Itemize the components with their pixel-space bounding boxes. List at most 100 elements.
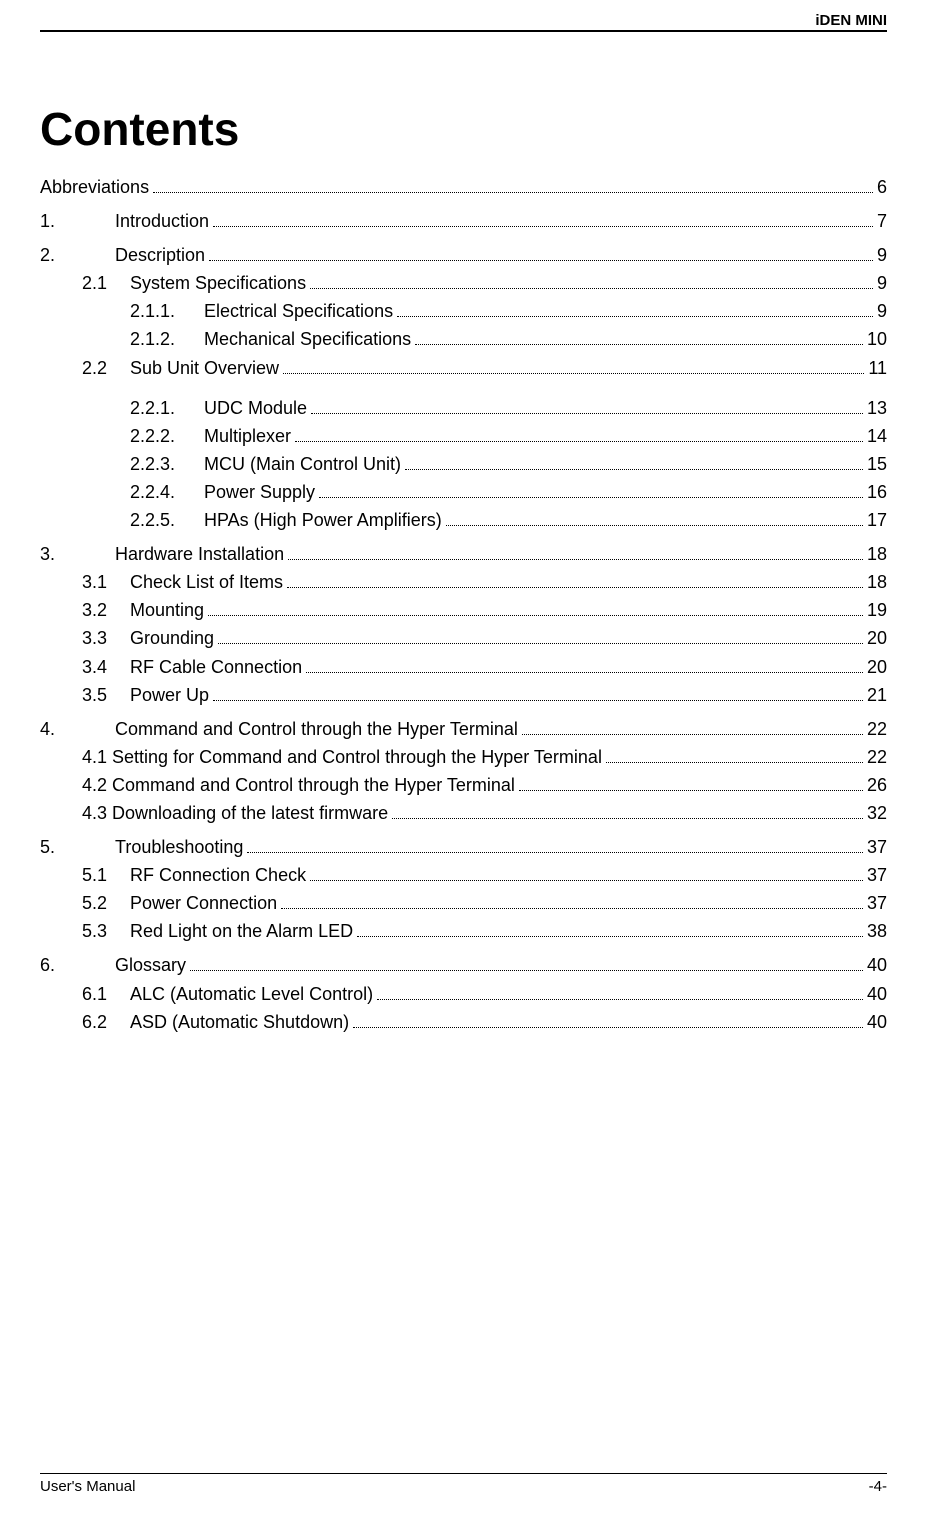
toc-page: 9 (877, 298, 887, 324)
toc-page: 32 (867, 800, 887, 826)
toc-leader-dots (397, 299, 873, 317)
toc-leader-dots (446, 508, 863, 526)
toc-entry: 3.5Power Up 21 (40, 682, 887, 708)
toc-label: 3.4RF Cable Connection (82, 654, 302, 680)
toc-container: Abbreviations 61.Introduction 72.Descrip… (40, 174, 887, 1035)
toc-leader-dots (357, 919, 863, 937)
toc-entry: 2.2.3.MCU (Main Control Unit) 15 (40, 451, 887, 477)
toc-page: 19 (867, 597, 887, 623)
toc-leader-dots (405, 452, 863, 470)
toc-entry: 2.2Sub Unit Overview 11 (40, 355, 887, 381)
toc-number: 2. (40, 242, 115, 268)
toc-text: Check List of Items (130, 572, 283, 592)
footer-left: User's Manual (40, 1478, 135, 1495)
toc-entry: 2.1System Specifications 9 (40, 270, 887, 296)
toc-number: 2.2.4. (130, 479, 204, 505)
toc-text: Description (115, 245, 205, 265)
toc-entry: 2.1.2.Mechanical Specifications 10 (40, 326, 887, 352)
toc-label: 2.2.4.Power Supply (130, 479, 315, 505)
toc-page: 37 (867, 834, 887, 860)
page-footer: User's Manual -4- (40, 1473, 887, 1495)
toc-leader-dots (287, 570, 863, 588)
page-title: Contents (40, 102, 887, 156)
toc-number: 6. (40, 952, 115, 978)
toc-entry: 3.1Check List of Items 18 (40, 569, 887, 595)
toc-page: 20 (867, 654, 887, 680)
toc-page: 16 (867, 479, 887, 505)
toc-label: 2.2Sub Unit Overview (82, 355, 279, 381)
toc-number: 5.1 (82, 862, 130, 888)
toc-entry: 4.1 Setting for Command and Control thro… (40, 744, 887, 770)
toc-label: 1.Introduction (40, 208, 209, 234)
toc-label: 2.1.2.Mechanical Specifications (130, 326, 411, 352)
toc-page: 17 (867, 507, 887, 533)
toc-leader-dots (311, 396, 863, 414)
toc-text: Command and Control through the Hyper Te… (115, 719, 518, 739)
content-area: Contents Abbreviations 61.Introduction 7… (40, 32, 887, 1035)
toc-leader-dots (209, 243, 873, 261)
toc-page: 26 (867, 772, 887, 798)
toc-text: Power Connection (130, 893, 277, 913)
toc-label: 2.2.1.UDC Module (130, 395, 307, 421)
toc-entry: 4.Command and Control through the Hyper … (40, 716, 887, 742)
header-product: iDEN MINI (815, 12, 887, 29)
toc-label: 4.1 Setting for Command and Control thro… (82, 744, 602, 770)
toc-number: 6.2 (82, 1009, 130, 1035)
toc-leader-dots (606, 745, 863, 763)
toc-text: 4.3 Downloading of the latest firmware (82, 803, 388, 823)
toc-label: 3.3Grounding (82, 625, 214, 651)
toc-leader-dots (310, 271, 873, 289)
toc-leader-dots (522, 717, 863, 735)
toc-entry: 2.Description 9 (40, 242, 887, 268)
toc-text: Introduction (115, 211, 209, 231)
toc-text: Troubleshooting (115, 837, 243, 857)
toc-text: Red Light on the Alarm LED (130, 921, 353, 941)
toc-label: 2.2.5.HPAs (High Power Amplifiers) (130, 507, 442, 533)
toc-page: 20 (867, 625, 887, 651)
toc-page: 37 (867, 862, 887, 888)
header-rule: iDEN MINI (40, 30, 887, 32)
toc-leader-dots (392, 801, 863, 819)
toc-label: 2.2.2.Multiplexer (130, 423, 291, 449)
toc-text: Power Supply (204, 482, 315, 502)
toc-label: 4.Command and Control through the Hyper … (40, 716, 518, 742)
toc-entry: 2.1.1.Electrical Specifications 9 (40, 298, 887, 324)
toc-text: HPAs (High Power Amplifiers) (204, 510, 442, 530)
toc-page: 7 (877, 208, 887, 234)
toc-number: 1. (40, 208, 115, 234)
toc-label: 6.1ALC (Automatic Level Control) (82, 981, 373, 1007)
toc-text: UDC Module (204, 398, 307, 418)
toc-entry: 6.2ASD (Automatic Shutdown) 40 (40, 1009, 887, 1035)
toc-leader-dots (377, 982, 863, 1000)
toc-leader-dots (190, 953, 863, 971)
toc-number: 2.2.1. (130, 395, 204, 421)
toc-leader-dots (281, 891, 863, 909)
toc-entry: 3.Hardware Installation 18 (40, 541, 887, 567)
toc-entry: 2.2.5.HPAs (High Power Amplifiers) 17 (40, 507, 887, 533)
toc-entry: 3.3Grounding 20 (40, 625, 887, 651)
toc-label: 5.1RF Connection Check (82, 862, 306, 888)
toc-page: 15 (867, 451, 887, 477)
toc-leader-dots (295, 424, 863, 442)
toc-number: 2.2.3. (130, 451, 204, 477)
toc-leader-dots (306, 655, 863, 673)
toc-label: 6.Glossary (40, 952, 186, 978)
toc-leader-dots (213, 209, 873, 227)
toc-page: 13 (867, 395, 887, 421)
toc-leader-dots (283, 356, 864, 374)
toc-number: 3.2 (82, 597, 130, 623)
toc-number: 3.5 (82, 682, 130, 708)
toc-text: ALC (Automatic Level Control) (130, 984, 373, 1004)
toc-leader-dots (247, 835, 863, 853)
toc-label: 3.5Power Up (82, 682, 209, 708)
toc-page: 14 (867, 423, 887, 449)
toc-number: 3.3 (82, 625, 130, 651)
toc-page: 40 (867, 981, 887, 1007)
toc-number: 2.1.2. (130, 326, 204, 352)
toc-label: 4.2 Command and Control through the Hype… (82, 772, 515, 798)
toc-label: 5.Troubleshooting (40, 834, 243, 860)
toc-page: 18 (867, 541, 887, 567)
toc-number: 3. (40, 541, 115, 567)
footer-right: -4- (869, 1478, 887, 1495)
toc-text: Mounting (130, 600, 204, 620)
